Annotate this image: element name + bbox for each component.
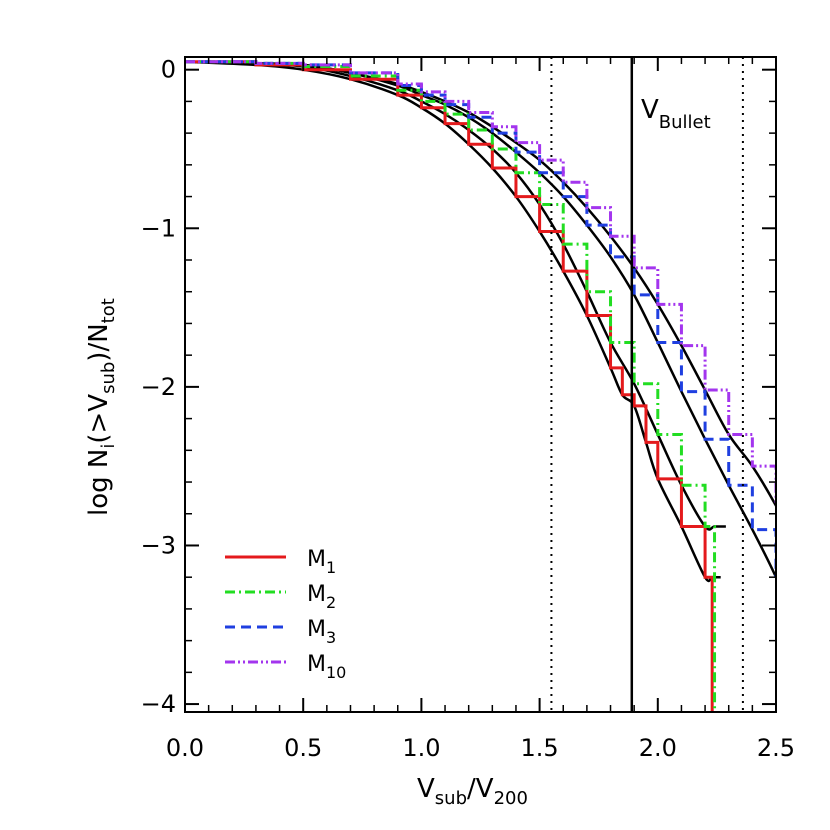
v-bullet-annotation: VBullet — [641, 95, 711, 133]
y-tick-label: 0 — [161, 56, 176, 84]
x-axis-title: Vsub/V200 — [417, 774, 528, 809]
tick-labels: 0.0 0.5 1.0 1.5 2.0 2.5 0 −1 −2 −3 −4 — [141, 56, 795, 762]
axis-ticks — [184, 57, 777, 712]
legend-label: M3 — [307, 617, 336, 647]
y-tick-label: −3 — [141, 531, 176, 559]
x-tick-label: 1.5 — [521, 734, 559, 762]
fit-curve — [185, 60, 721, 583]
x-tick-label: 0.5 — [284, 734, 322, 762]
x-tick-label: 1.0 — [402, 734, 440, 762]
legend-label: M2 — [307, 582, 336, 612]
series-line-m1 — [185, 60, 714, 712]
y-tick-label: −4 — [141, 690, 176, 718]
series-layer — [185, 60, 776, 712]
legend-label: M10 — [307, 652, 346, 682]
x-tick-label: 0.0 — [166, 734, 204, 762]
x-tick-label: 2.0 — [639, 734, 677, 762]
series-line-m10 — [185, 60, 776, 506]
vertical-lines — [550, 57, 777, 712]
y-tick-label: −2 — [141, 373, 176, 401]
fit-curve — [185, 60, 776, 509]
legend: M1 M2 M3 M10 — [225, 547, 346, 682]
y-tick-label: −1 — [141, 214, 176, 242]
plot-frame — [184, 56, 777, 713]
x-tick-label: 2.5 — [757, 734, 795, 762]
legend-label: M1 — [307, 547, 336, 577]
series-line-m2 — [185, 60, 717, 712]
y-axis-title: log Ni(>Vsub)/Ntot — [84, 298, 119, 516]
